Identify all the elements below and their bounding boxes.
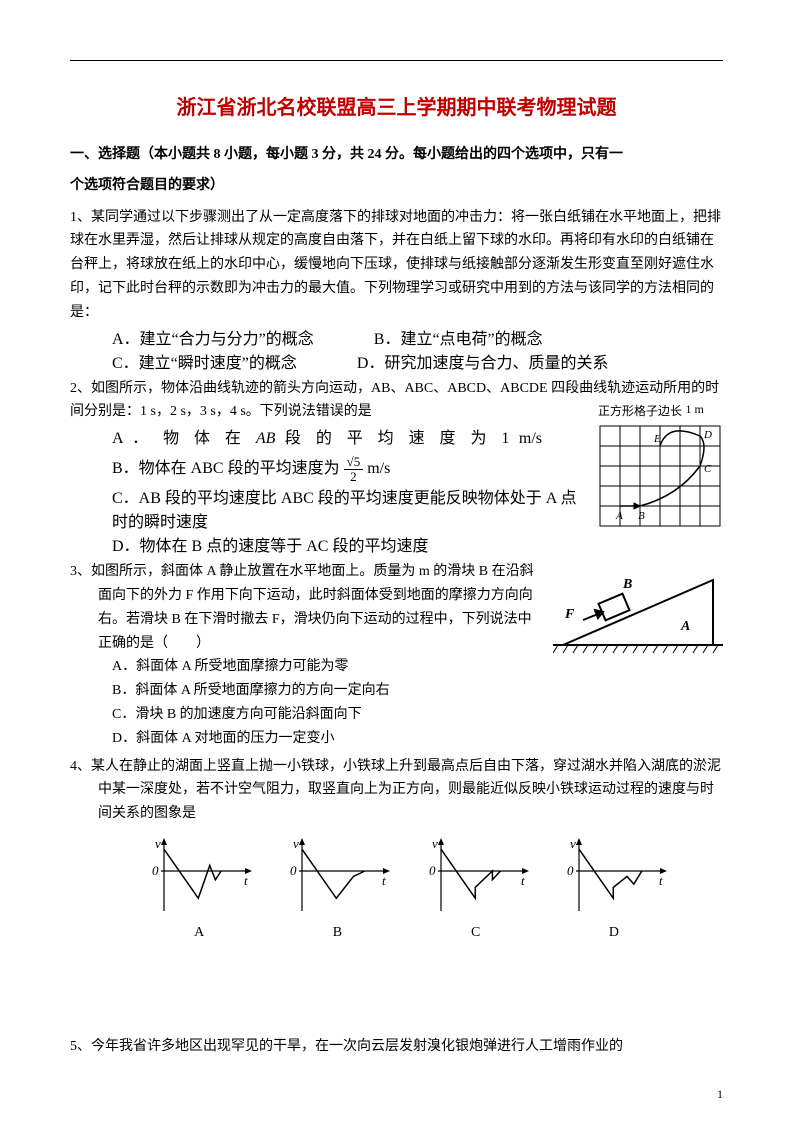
- svg-text:D: D: [703, 429, 712, 441]
- q4-chart-b: v t 0 B: [282, 836, 392, 941]
- svg-text:B: B: [622, 577, 632, 592]
- question-4-stem: 4、某人在静止的湖面上竖直上抛一小铁球，小铁球上升到最高点后自由下落，穿过湖水并…: [70, 755, 723, 826]
- svg-text:0: 0: [567, 863, 574, 878]
- question-1-stem: 1、某同学通过以下步骤测出了从一定高度落下的排球对地面的冲击力：将一张白纸铺在水…: [70, 206, 723, 325]
- q4-chart-c: v t 0 C: [421, 836, 531, 941]
- q1-option-d: D．研究加速度与合力、质量的关系: [357, 349, 609, 373]
- q2-option-a: A ． 物 体 在 AB 段 的 平 均 速 度 为 1 m/s: [70, 424, 542, 448]
- section-1-heading-line1: 一、选择题（本小题共 8 小题，每小题 3 分，共 24 分。每小题给出的四个选…: [70, 140, 723, 171]
- q2-a-mid: AB: [256, 430, 276, 447]
- svg-text:v: v: [432, 836, 438, 851]
- q4-chart-b-svg: v t 0: [282, 836, 392, 916]
- q2-grid-caption: 正方形格子边长: [598, 404, 682, 418]
- q1-option-c: C．建立“瞬时速度”的概念: [112, 349, 297, 373]
- page: 浙江省浙北名校联盟高三上学期期中联考物理试题 一、选择题（本小题共 8 小题，每…: [0, 0, 793, 1122]
- q3-option-b: B．斜面体 A 所受地面摩擦力的方向一定向右: [70, 679, 723, 703]
- question-2-stem: 2、如图所示，物体沿曲线轨迹的箭头方向运动，AB、ABC、ABCD、ABCDE …: [70, 377, 723, 425]
- q1-option-b: B．建立“点电荷”的概念: [374, 325, 543, 349]
- svg-text:A: A: [680, 619, 690, 634]
- top-rule: [70, 60, 723, 61]
- q3-option-c: C．滑块 B 的加速度方向可能沿斜面向下: [70, 703, 723, 727]
- svg-text:C: C: [704, 463, 712, 475]
- q4-chart-c-svg: v t 0: [421, 836, 531, 916]
- question-5-stem: 5、今年我省许多地区出现罕见的干旱，在一次向云层发射溴化银炮弹进行人工增雨作业的: [70, 1035, 723, 1059]
- section-1-heading-line2: 个选项符合题目的要求）: [70, 171, 723, 202]
- q4-label-c: C: [421, 925, 531, 941]
- page-number: 1: [717, 1087, 723, 1102]
- svg-text:E: E: [653, 433, 661, 445]
- exam-title: 浙江省浙北名校联盟高三上学期期中联考物理试题: [70, 91, 723, 120]
- q4-chart-d: v t 0 D: [559, 836, 669, 941]
- q3-incline-svg: F B A: [553, 560, 723, 660]
- svg-text:A: A: [615, 510, 623, 522]
- svg-text:F: F: [564, 607, 575, 622]
- question-1-options-row1: A．建立“合力与分力”的概念 B．建立“点电荷”的概念: [70, 325, 723, 349]
- q2-grid-svg: A B C D E: [598, 424, 723, 529]
- q4-label-a: A: [144, 925, 254, 941]
- q3-incline-figure: F B A: [553, 560, 723, 669]
- q4-chart-a: v t 0 A: [144, 836, 254, 941]
- q1-option-a: A．建立“合力与分力”的概念: [112, 325, 314, 349]
- q2-grid-unit: 1 m: [686, 402, 704, 416]
- q2-a-suffix: 段 的 平 均 速 度 为 1 m/s: [285, 430, 542, 447]
- svg-text:v: v: [155, 836, 161, 851]
- q3-option-d: D．斜面体 A 对地面的压力一定变小: [70, 727, 723, 751]
- question-1-options-row2: C．建立“瞬时速度”的概念 D．研究加速度与合力、质量的关系: [70, 349, 723, 373]
- svg-text:B: B: [638, 510, 645, 522]
- q4-label-b: B: [282, 925, 392, 941]
- q4-charts-row: v t 0 A v t 0 B v t 0 C v t 0 D: [130, 836, 683, 941]
- svg-text:0: 0: [152, 863, 159, 878]
- q4-label-d: D: [559, 925, 669, 941]
- q2-grid-figure: 正方形格子边长 1 m A B C D E: [598, 400, 723, 538]
- q4-chart-d-svg: v t 0: [559, 836, 669, 916]
- svg-text:t: t: [521, 873, 525, 888]
- svg-text:t: t: [382, 873, 386, 888]
- q2-b-fraction: √52: [344, 455, 364, 485]
- q4-chart-a-svg: v t 0: [144, 836, 254, 916]
- question-3: F B A 3、如图所示，斜面体 A 静止放置在水平地面上。质量为 m 的滑块 …: [70, 560, 723, 750]
- q2-b-prefix: B．物体在 ABC 段的平均速度为: [112, 460, 340, 477]
- svg-text:0: 0: [429, 863, 436, 878]
- q2-b-suffix: m/s: [367, 460, 390, 477]
- svg-text:0: 0: [290, 863, 297, 878]
- q2-a-prefix: A ． 物 体 在: [112, 430, 246, 447]
- svg-text:v: v: [570, 836, 576, 851]
- svg-text:t: t: [659, 873, 663, 888]
- svg-text:v: v: [293, 836, 299, 851]
- svg-text:t: t: [244, 873, 248, 888]
